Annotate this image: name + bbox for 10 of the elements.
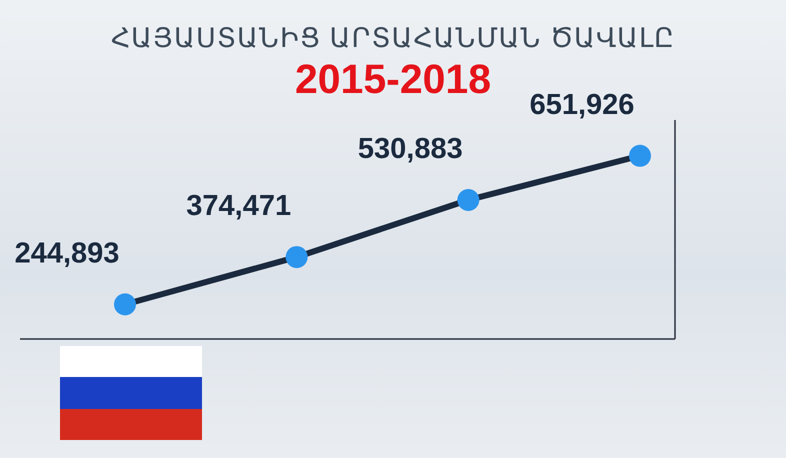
point: [629, 144, 651, 167]
data-label: 374,471: [186, 190, 292, 222]
chart-title: ՀԱՅԱՍՏԱՆԻՑ ԱՐՏԱՀԱՆՄԱՆ ԾԱՎԱԼԸ: [110, 22, 676, 54]
point: [114, 293, 136, 316]
data-label: 244,893: [14, 237, 120, 270]
point: [286, 246, 308, 268]
data-label: 651,926: [530, 88, 634, 121]
point: [457, 188, 480, 211]
data-label: 530,883: [358, 132, 463, 165]
chart-subtitle: 2015-2018: [294, 56, 492, 102]
